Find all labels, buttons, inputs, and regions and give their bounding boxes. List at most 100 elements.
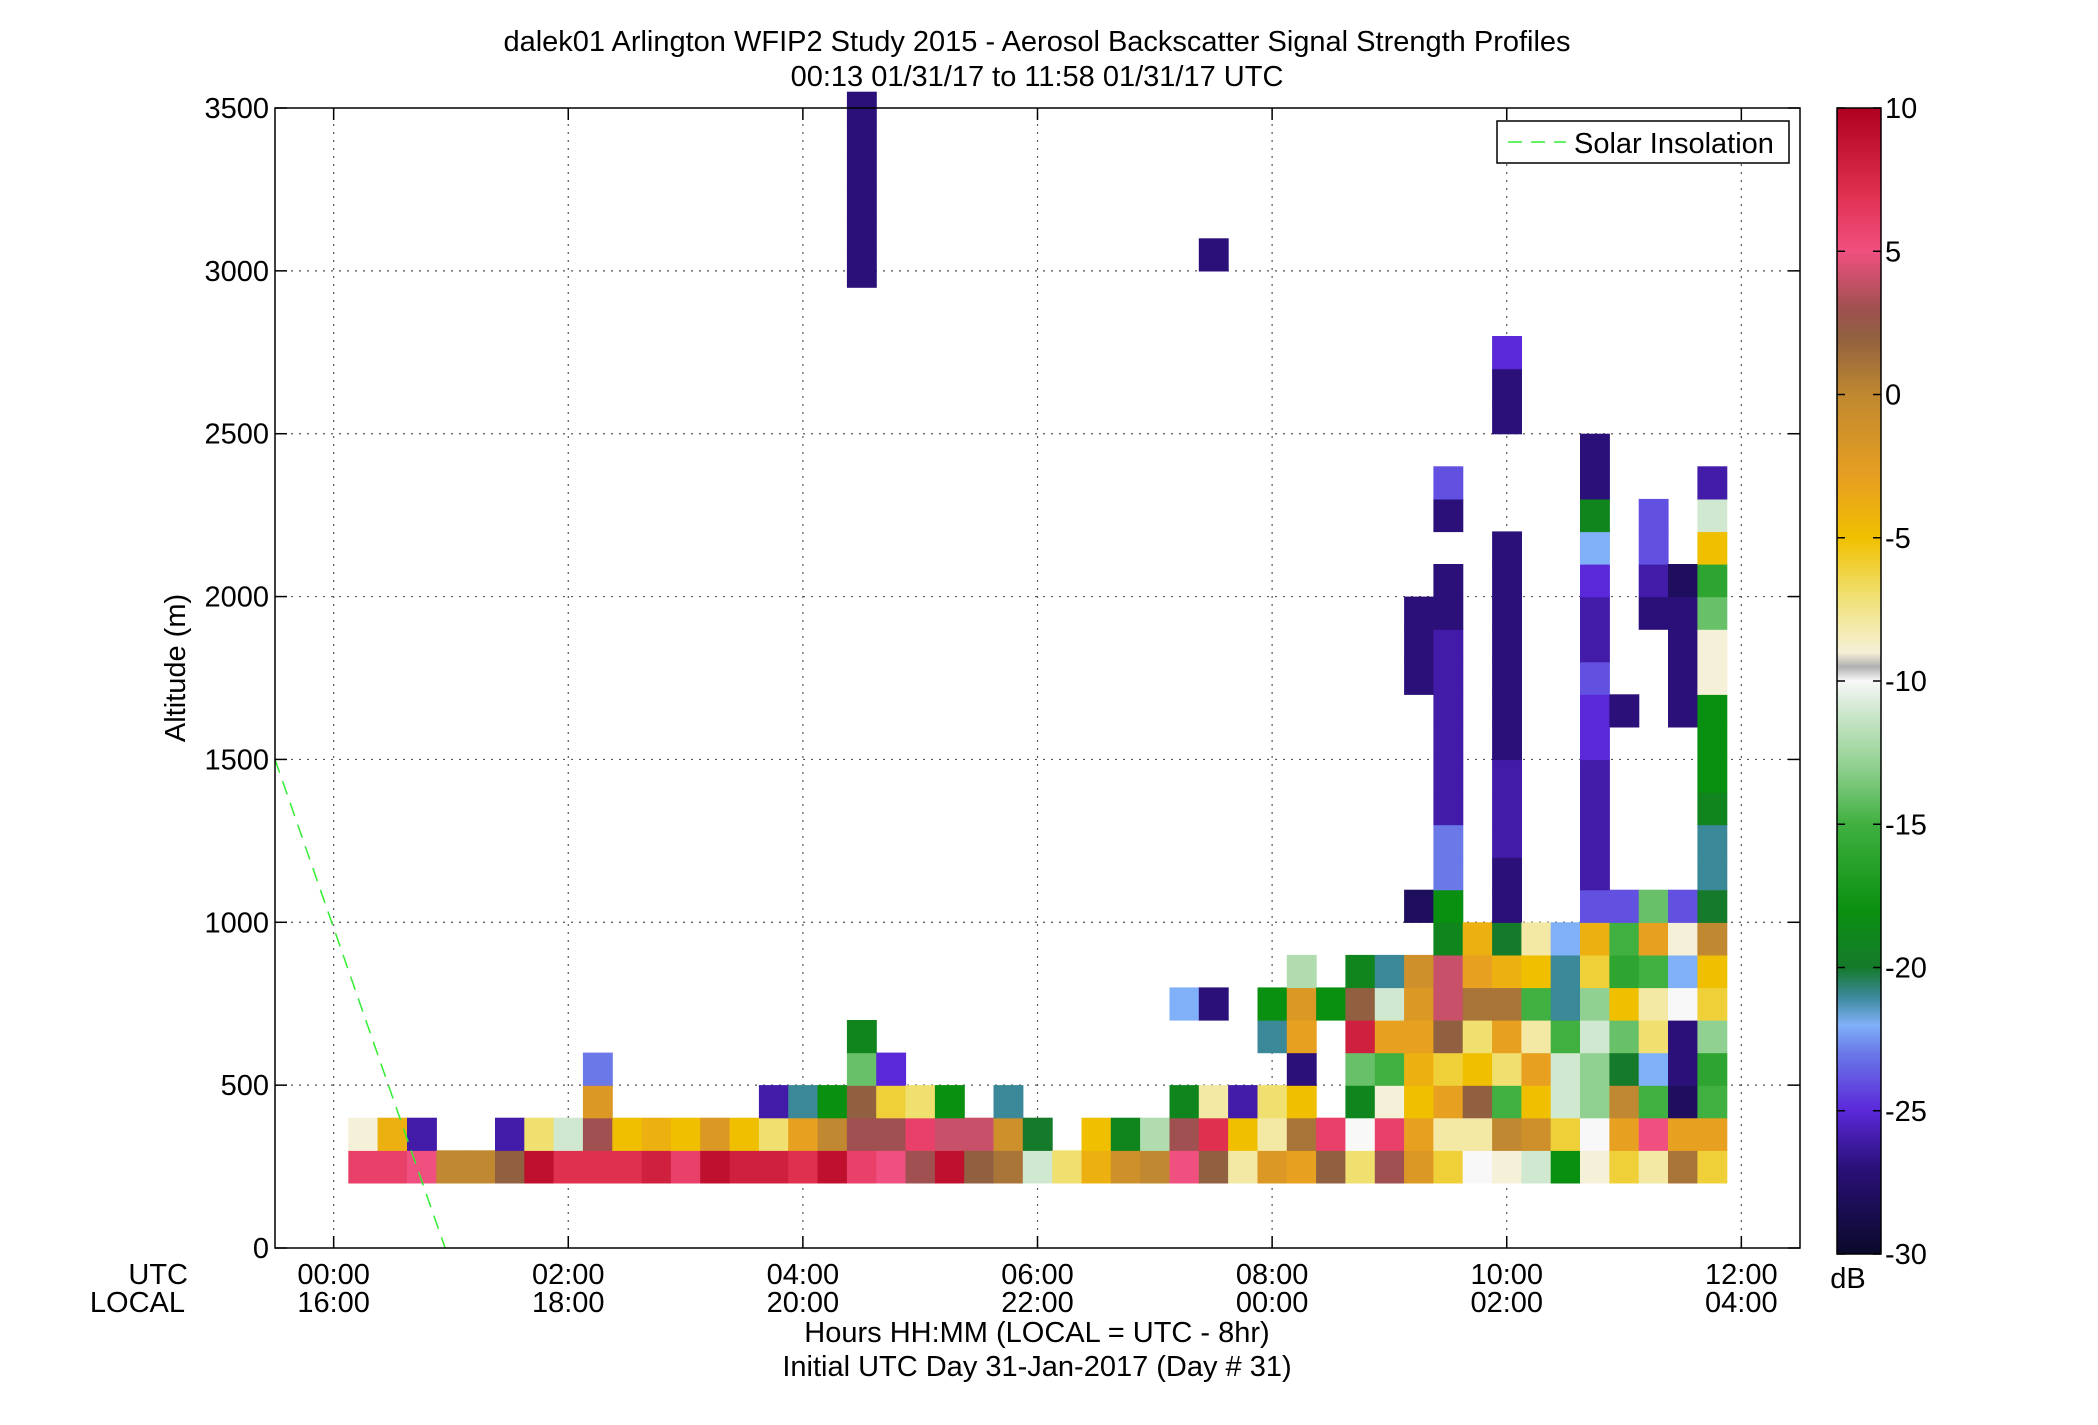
heatmap-cell [1697, 1020, 1728, 1054]
heatmap-cell [1140, 1117, 1170, 1151]
heatmap-cell [1521, 1020, 1552, 1054]
heatmap-cell [1492, 987, 1522, 1021]
heatmap-cell [1492, 824, 1522, 858]
heatmap-cell [1316, 1150, 1346, 1184]
heatmap-cell [524, 1117, 555, 1151]
heatmap-cell [1345, 1020, 1376, 1054]
y-axis-label: Altitude (m) [160, 594, 192, 742]
heatmap-cell [1492, 1150, 1522, 1184]
heatmap-cell [1550, 987, 1581, 1021]
heatmap-cell [758, 1150, 789, 1184]
heatmap-cell [1433, 596, 1464, 630]
colorbar-tick-label: 0 [1885, 380, 1901, 412]
heatmap-cell [905, 1150, 936, 1184]
heatmap-cell [1492, 336, 1522, 370]
heatmap-cell [1228, 1150, 1258, 1184]
heatmap-cell [1198, 1085, 1229, 1119]
heatmap-cell [817, 1150, 848, 1184]
x-tick-label-local: 16:00 [297, 1287, 370, 1319]
heatmap-cell [1492, 368, 1522, 402]
x-axis-label-day: Initial UTC Day 31-Jan-2017 (Day # 31) [782, 1351, 1291, 1383]
heatmap-cell [1521, 987, 1552, 1021]
heatmap-cell [1638, 498, 1669, 533]
heatmap-cell [1169, 987, 1200, 1021]
heatmap-cell [495, 1150, 525, 1184]
heatmap-cell [1580, 433, 1610, 467]
solar-insolation-line [274, 759, 446, 1249]
heatmap-cell [1140, 1150, 1170, 1184]
heatmap-cell [1550, 954, 1581, 989]
chart-title: dalek01 Arlington WFIP2 Study 2015 - Aer… [503, 26, 1570, 58]
heatmap-cell [524, 1150, 555, 1184]
heatmap-cell [1697, 1052, 1728, 1086]
heatmap-cell [1609, 1085, 1640, 1119]
x-tick-label-utc: 12:00 [1705, 1259, 1778, 1291]
heatmap-cell [1638, 954, 1669, 989]
heatmap-cell [1404, 954, 1434, 989]
heatmap-cell [1550, 1150, 1581, 1184]
heatmap-cell [1550, 1117, 1581, 1151]
heatmap-cell [1228, 1117, 1258, 1151]
heatmap-cell [1286, 1150, 1317, 1184]
heatmap-cells [348, 91, 1728, 1184]
heatmap-cell [1404, 1117, 1434, 1151]
heatmap-cell [1697, 824, 1728, 858]
heatmap-cell [1286, 1020, 1317, 1054]
heatmap-cell [1433, 498, 1464, 533]
heatmap-cell [1433, 1085, 1464, 1119]
heatmap-cell [1668, 1117, 1698, 1151]
heatmap-cell [846, 1085, 877, 1119]
heatmap-cell [846, 1020, 877, 1054]
x-tick-label-local: 20:00 [767, 1287, 840, 1319]
x-tick-label-local: 04:00 [1705, 1287, 1778, 1319]
x-tick-label-local: 18:00 [532, 1287, 605, 1319]
heatmap-cell [1668, 1085, 1698, 1119]
legend: Solar Insolation [1496, 120, 1790, 164]
colorbar-tick-label: -15 [1885, 809, 1927, 841]
heatmap-cell [1492, 792, 1522, 826]
x-tick-label-local: 22:00 [1001, 1287, 1074, 1319]
heatmap-cell [846, 222, 877, 256]
heatmap-cell [1433, 792, 1464, 826]
heatmap-cell [876, 1150, 907, 1184]
heatmap-cell [1638, 531, 1669, 565]
heatmap-cell [1286, 1085, 1317, 1119]
heatmap-cell [1580, 531, 1610, 565]
heatmap-cell [1433, 922, 1464, 956]
heatmap-cell [1492, 694, 1522, 728]
heatmap-cell [1492, 531, 1522, 565]
heatmap-cell [1433, 564, 1464, 598]
heatmap-cell [876, 1085, 907, 1119]
heatmap-cell [1433, 629, 1464, 663]
heatmap-cell [1580, 596, 1610, 630]
heatmap-cell [1345, 1085, 1376, 1119]
heatmap-cell [1580, 1085, 1610, 1119]
heatmap-cell [1433, 1150, 1464, 1184]
heatmap-cell [1462, 1052, 1493, 1086]
heatmap-cell [1697, 661, 1728, 695]
heatmap-cell [993, 1117, 1024, 1151]
heatmap-cell [1462, 987, 1493, 1021]
heatmap-cell [1580, 564, 1610, 598]
heatmap-cell [1580, 726, 1610, 761]
heatmap-cell [1433, 694, 1464, 728]
heatmap-cell [1433, 857, 1464, 891]
heatmap-cell [1668, 1020, 1698, 1054]
heatmap-cell [1462, 922, 1493, 956]
y-axis: 0 500 1000 1500 2000 2500 3000 3500 [204, 93, 1800, 1265]
legend-label-solar-insolation: Solar Insolation [1574, 128, 1774, 160]
heatmap-cell [1110, 1150, 1141, 1184]
x-tick-label-utc: 02:00 [532, 1259, 605, 1291]
heatmap-cell [1609, 694, 1640, 728]
heatmap-cell [377, 1150, 408, 1184]
heatmap-cell [465, 1150, 496, 1184]
heatmap-cell [1462, 1020, 1493, 1054]
heatmap-cell [1609, 922, 1640, 956]
chart-subtitle: 00:13 01/31/17 to 11:58 01/31/17 UTC [791, 61, 1284, 93]
heatmap-cell [1345, 987, 1376, 1021]
heatmap-cell [964, 1117, 995, 1151]
heatmap-cell [1022, 1150, 1053, 1184]
heatmap-cell [1374, 1150, 1405, 1184]
heatmap-cell [1697, 726, 1728, 761]
